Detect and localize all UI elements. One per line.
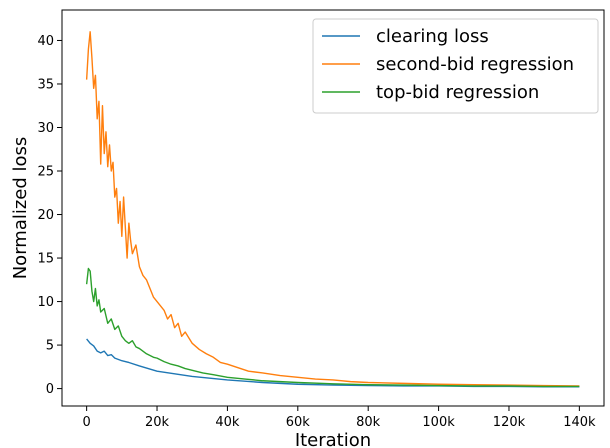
legend-label-clearing-loss: clearing loss [376, 26, 489, 47]
y-tick-label: 15 [37, 252, 54, 267]
plot-lines [85, 31, 580, 388]
series-line-top-bid-regression [85, 267, 580, 388]
y-tick-label: 5 [46, 339, 54, 354]
y-tick-label: 20 [37, 208, 54, 223]
x-tick-label: 0 [82, 415, 90, 430]
series-line-second-bid-regression [85, 31, 580, 387]
x-tick-label: 80k [356, 415, 381, 430]
x-axis-label: Iteration [295, 430, 371, 448]
y-axis-label: Normalized loss [10, 137, 31, 280]
x-tick-label: 120k [493, 415, 526, 430]
y-tick-label: 25 [37, 165, 54, 180]
y-tick-label: 40 [37, 34, 54, 49]
y-tick-label: 35 [37, 77, 54, 92]
x-tick-label: 140k [563, 415, 596, 430]
legend-box [312, 18, 599, 114]
legend-label-second-bid-regression: second-bid regression [376, 54, 574, 75]
y-axis-ticks: 0 5 10 15 20 25 30 35 40 [37, 34, 62, 397]
x-tick-label: 20k [145, 415, 170, 430]
y-tick-label: 30 [37, 121, 54, 136]
y-tick-label: 0 [46, 382, 54, 397]
x-tick-label: 100k [422, 415, 455, 430]
x-axis-ticks: 0 20k 40k 60k 80k 100k 120k 140k [82, 406, 596, 430]
y-tick-label: 10 [37, 295, 54, 310]
legend: clearing loss second-bid regression top-bi… [312, 18, 599, 114]
x-tick-label: 60k [286, 415, 311, 430]
x-tick-label: 40k [215, 415, 240, 430]
axes-frame [61, 9, 605, 407]
legend-label-top-bid-regression: top-bid regression [376, 82, 539, 103]
